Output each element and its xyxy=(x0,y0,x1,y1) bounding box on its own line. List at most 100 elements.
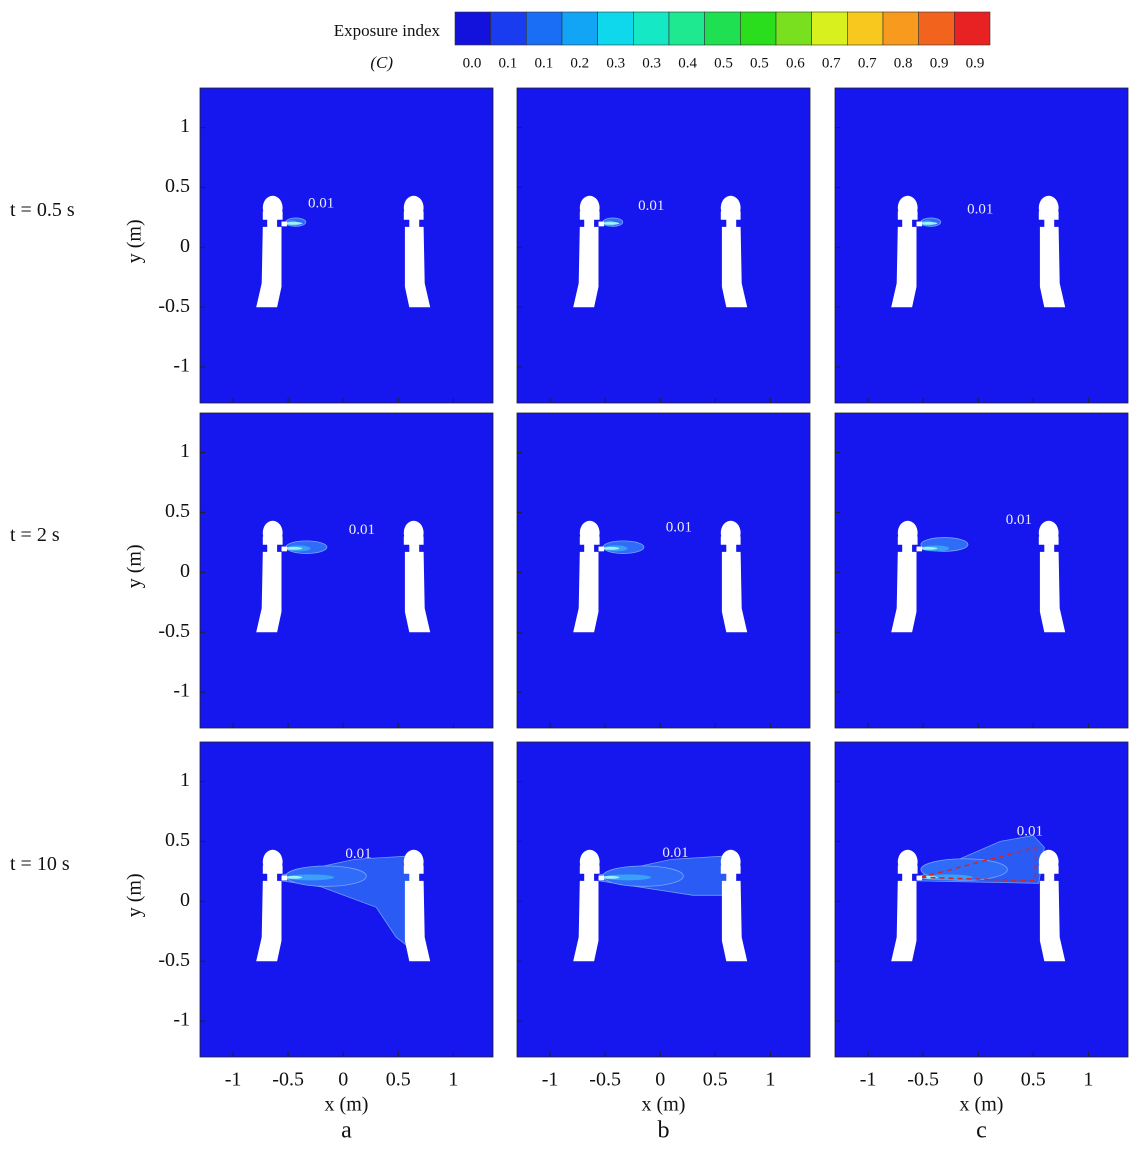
mannequin-body xyxy=(891,536,918,633)
plume-jet xyxy=(919,221,938,225)
plume-core xyxy=(285,874,335,881)
x-tick-label: 0 xyxy=(973,1069,983,1091)
colorbar-cell xyxy=(882,11,919,46)
colorbar-cell xyxy=(704,11,741,46)
panel: 0.01 -1 -0.5 0 0.5 1 x (m)c xyxy=(834,741,1129,1144)
x-tick-label: 0 xyxy=(338,1069,348,1091)
colorbar-cell xyxy=(811,11,848,46)
mannequin-body xyxy=(891,865,918,962)
panel-background xyxy=(199,412,494,729)
panel-background xyxy=(834,741,1129,1058)
mannequin-mouth xyxy=(916,546,923,552)
colorbar-cell xyxy=(847,11,884,46)
panel-background xyxy=(834,412,1129,729)
mannequin-body xyxy=(720,211,748,308)
x-axis-label: x (m) xyxy=(325,1094,369,1116)
mannequin-mouth xyxy=(281,546,288,552)
y-tick-label: -1 xyxy=(173,1009,190,1031)
contour-label: 0.01 xyxy=(345,846,371,862)
panel: 0.01 xyxy=(516,87,811,404)
y-tick-label: 1 xyxy=(180,769,190,791)
x-tick-label: 0.5 xyxy=(703,1069,728,1091)
colorbar-symbol: (C) xyxy=(370,53,393,72)
contour-label: 0.01 xyxy=(662,845,688,861)
panel-background xyxy=(516,87,811,404)
panel: 0.01 xyxy=(834,87,1129,404)
row-label: t = 10 s xyxy=(10,853,70,875)
x-tick-label: -1 xyxy=(225,1069,242,1091)
y-axis-label: y (m) xyxy=(124,873,146,917)
colorbar-cell xyxy=(918,11,955,46)
mannequin-mouth xyxy=(598,221,605,227)
mannequin-body xyxy=(256,865,283,962)
mannequin-body xyxy=(573,211,600,308)
colorbar-cell xyxy=(954,11,991,46)
colorbar-cell xyxy=(633,11,670,46)
panel-background xyxy=(516,741,811,1058)
colorbar-label: 0.7 xyxy=(858,55,877,71)
colorbar-cell xyxy=(526,11,563,46)
contour-label: 0.01 xyxy=(1017,823,1043,839)
colorbar-label: 0.1 xyxy=(534,55,553,71)
panel-background xyxy=(834,87,1129,404)
colorbar-label: 0.4 xyxy=(678,55,697,71)
y-tick-label: -0.5 xyxy=(158,620,190,642)
y-tick-label: -0.5 xyxy=(158,295,190,317)
x-tick-label: -1 xyxy=(542,1069,559,1091)
colorbar-cell xyxy=(490,11,527,46)
colorbar-title: Exposure index xyxy=(334,21,441,40)
colorbar-cell xyxy=(454,11,491,46)
colorbar-label: 0.5 xyxy=(714,55,733,71)
plume-jet xyxy=(601,221,620,225)
x-axis-label: x (m) xyxy=(642,1094,686,1116)
colorbar-label: 0.8 xyxy=(894,55,913,71)
mannequin-body xyxy=(256,211,283,308)
y-axis-label: y (m) xyxy=(124,544,146,588)
plume-jet xyxy=(601,875,620,879)
colorbar-label: 0.9 xyxy=(930,55,949,71)
mannequin-body xyxy=(720,865,748,962)
contour-label: 0.01 xyxy=(1006,512,1032,528)
contour-label: 0.01 xyxy=(638,198,664,214)
mannequin-body xyxy=(256,536,283,633)
colorbar-cell xyxy=(740,11,777,46)
mannequin-mouth xyxy=(916,875,923,881)
panel: 0.01 1 0.5 0 -0.5 -1 y (m) t = 0.5 s xyxy=(10,87,494,404)
mannequin-body xyxy=(573,536,600,633)
mannequin-body xyxy=(403,211,431,308)
contour-label: 0.01 xyxy=(666,519,692,535)
colorbar-label: 0.6 xyxy=(786,55,805,71)
mannequin-mouth xyxy=(916,221,923,227)
mannequin-body xyxy=(891,211,918,308)
colorbar-label: 0.9 xyxy=(966,55,985,71)
colorbar-label: 0.3 xyxy=(642,55,661,71)
contour-label: 0.01 xyxy=(349,522,375,538)
row-label: t = 2 s xyxy=(10,524,60,546)
x-tick-label: 0 xyxy=(655,1069,665,1091)
x-tick-label: -0.5 xyxy=(589,1069,621,1091)
panel-background xyxy=(516,412,811,729)
panel: 0.01 xyxy=(834,412,1129,729)
y-tick-label: -0.5 xyxy=(158,949,190,971)
colorbar-label: 0.7 xyxy=(822,55,841,71)
panel: 0.01 xyxy=(516,412,811,729)
x-tick-label: 1 xyxy=(448,1069,458,1091)
x-tick-label: 0.5 xyxy=(1021,1069,1046,1091)
x-tick-label: 1 xyxy=(1083,1069,1093,1091)
x-tick-label: 0.5 xyxy=(386,1069,411,1091)
panel-background xyxy=(199,741,494,1058)
y-tick-label: 0.5 xyxy=(165,829,190,851)
plume-jet xyxy=(284,875,303,879)
y-tick-label: 1 xyxy=(180,115,190,137)
colorbar-label: 0.1 xyxy=(499,55,518,71)
colorbar-label: 0.3 xyxy=(606,55,625,71)
y-tick-label: 0 xyxy=(180,560,190,582)
x-axis-label: x (m) xyxy=(960,1094,1004,1116)
mannequin-body xyxy=(1038,211,1066,308)
y-tick-label: 0 xyxy=(180,889,190,911)
plume-jet xyxy=(601,546,620,550)
y-tick-label: -1 xyxy=(173,680,190,702)
panel-background xyxy=(199,87,494,404)
y-axis-label: y (m) xyxy=(124,219,146,263)
colorbar-cell xyxy=(597,11,634,46)
